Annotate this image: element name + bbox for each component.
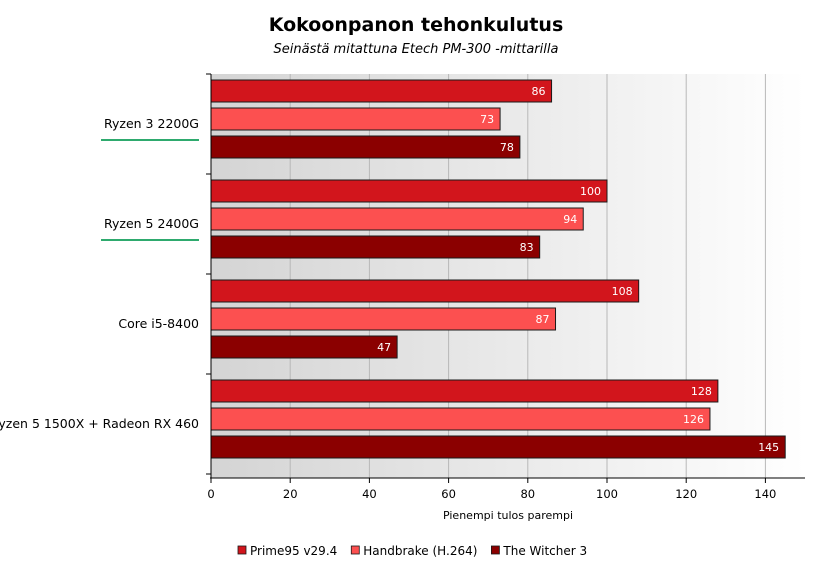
- bar: [210, 279, 640, 303]
- x-axis-label: Pienempi tulos parempi: [443, 509, 573, 522]
- data-label: 73: [480, 113, 494, 126]
- legend-swatch: [350, 545, 360, 555]
- category-label: Ryzen 3 2200G: [104, 116, 199, 131]
- legend-swatch: [237, 545, 247, 555]
- data-label: 145: [758, 441, 779, 454]
- bar: [210, 407, 711, 431]
- chart-title: Kokoonpanon tehonkulutus: [269, 14, 564, 36]
- x-tick-label: 120: [675, 487, 697, 501]
- bar: [210, 379, 719, 403]
- data-label: 83: [520, 241, 534, 254]
- legend-label: Handbrake (H.264): [363, 544, 477, 558]
- bar: [210, 435, 786, 459]
- data-label: 126: [683, 413, 704, 426]
- x-tick-label: 100: [596, 487, 618, 501]
- x-tick-label: 80: [520, 487, 535, 501]
- bar: [210, 79, 553, 103]
- chart-subtitle: Seinästä mitattuna Etech PM-300 -mittari…: [274, 42, 559, 57]
- data-label: 108: [612, 285, 633, 298]
- data-label: 87: [536, 313, 550, 326]
- x-tick-label: 40: [362, 487, 377, 501]
- x-tick-label: 0: [207, 487, 214, 501]
- x-tick-label: 60: [441, 487, 456, 501]
- data-label: 86: [532, 85, 546, 98]
- data-label: 78: [500, 141, 514, 154]
- legend-label: Prime95 v29.4: [250, 544, 337, 558]
- legend-swatch: [491, 545, 500, 555]
- bar: [210, 179, 608, 203]
- data-label: 128: [691, 385, 712, 398]
- data-label: 94: [563, 213, 577, 226]
- bar: [210, 107, 501, 131]
- legend-label: The Witcher 3: [502, 544, 587, 558]
- category-label: Ryzen 5 1500X + Radeon RX 460: [0, 416, 199, 431]
- data-label: 100: [580, 185, 601, 198]
- x-tick-label: 20: [283, 487, 298, 501]
- category-label: Core i5-8400: [118, 316, 199, 331]
- bar: [210, 335, 398, 359]
- bar: [210, 135, 521, 159]
- x-tick-label: 140: [754, 487, 776, 501]
- data-label: 47: [377, 341, 391, 354]
- bar: [210, 307, 557, 331]
- bar: [210, 207, 584, 231]
- bar: [210, 235, 541, 259]
- category-label: Ryzen 5 2400G: [104, 216, 199, 231]
